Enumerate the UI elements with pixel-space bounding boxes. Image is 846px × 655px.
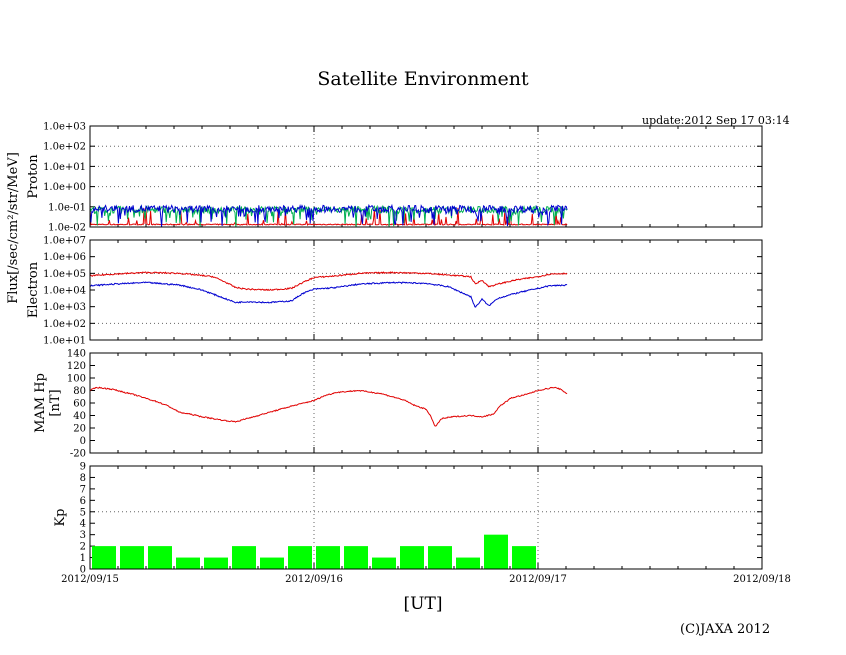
series-hp bbox=[89, 386, 568, 427]
panel-electron: 1.0e+01 1.0e+02 1.0e+03 1.0e+04 1.0e+05 1.0e+… bbox=[26, 236, 763, 347]
y-tick-label: 5 bbox=[80, 507, 86, 518]
y-tick-label: 1.0e+01 bbox=[43, 336, 86, 347]
y-axis-label: Proton bbox=[26, 154, 41, 199]
kp-bar bbox=[204, 557, 228, 569]
flux-axis-label: Flux[/sec/cm²/str/MeV] bbox=[6, 152, 21, 304]
y-tick-label: 1.0e+05 bbox=[43, 269, 86, 280]
kp-bar bbox=[456, 557, 480, 569]
y-tick-label: 0 bbox=[80, 436, 86, 447]
kp-bar bbox=[316, 546, 340, 569]
panel-frame bbox=[89, 465, 763, 570]
series-proton-high bbox=[89, 207, 568, 226]
y-tick-label: 0 bbox=[80, 565, 86, 576]
y-tick-label: 1.0e+01 bbox=[43, 162, 86, 173]
y-tick-label: 1.0e+02 bbox=[43, 319, 86, 330]
y-tick-label: 1.0e+03 bbox=[43, 302, 86, 313]
copyright: (C)JAXA 2012 bbox=[680, 622, 771, 637]
kp-bar bbox=[176, 557, 200, 569]
y-tick-label: 1.0e+02 bbox=[43, 142, 86, 153]
y-axis-label: Kp bbox=[53, 508, 68, 526]
y-tick-label: 6 bbox=[80, 496, 86, 507]
y-tick-label: 140 bbox=[67, 349, 86, 360]
y-axis-label-unit: [nT] bbox=[48, 389, 63, 416]
y-tick-label: 1.0e+00 bbox=[43, 182, 86, 193]
kp-bar bbox=[344, 546, 368, 569]
kp-bar bbox=[400, 546, 424, 569]
x-axis-label: [UT] bbox=[403, 594, 443, 614]
y-tick-label: 3 bbox=[80, 530, 86, 541]
y-tick-label: 1.0e+07 bbox=[43, 236, 86, 247]
y-axis-label: MAM Hp bbox=[33, 373, 48, 433]
y-tick-label: 80 bbox=[73, 386, 86, 397]
kp-bar bbox=[120, 546, 144, 569]
kp-bar bbox=[232, 546, 256, 569]
y-tick-label: 2 bbox=[80, 542, 86, 553]
y-tick-label: 20 bbox=[73, 424, 86, 435]
x-tick-label: 2012/09/15 bbox=[61, 574, 119, 585]
y-tick-label: 60 bbox=[73, 399, 86, 410]
y-tick-label: 120 bbox=[67, 361, 86, 372]
y-tick-label: 1.0e+06 bbox=[43, 252, 86, 263]
y-tick-label: 1.0e+04 bbox=[43, 286, 86, 297]
series-electron-high-energy bbox=[89, 281, 568, 308]
y-tick-label: 40 bbox=[73, 411, 86, 422]
series-proton-low bbox=[89, 203, 568, 228]
y-tick-label: 1.0e-02 bbox=[48, 223, 86, 234]
kp-bar bbox=[92, 546, 116, 569]
y-tick-label: 9 bbox=[80, 462, 86, 473]
kp-bar bbox=[260, 557, 284, 569]
x-tick-label: 2012/09/17 bbox=[509, 574, 567, 585]
kp-bar bbox=[148, 546, 172, 569]
y-tick-label: 100 bbox=[67, 374, 86, 385]
series-electron-low-energy bbox=[89, 271, 568, 292]
chart-title: Satellite Environment bbox=[317, 68, 529, 90]
kp-bar bbox=[512, 546, 536, 569]
panel-frame bbox=[89, 239, 763, 341]
kp-bar bbox=[484, 534, 508, 569]
kp-bar bbox=[372, 557, 396, 569]
y-axis-label: Electron bbox=[26, 261, 41, 318]
panel-proton: 1.0e-02 1.0e-01 1.0e+00 1.0e+01 1.0e+02 1.0e+… bbox=[26, 122, 763, 234]
kp-bar bbox=[428, 546, 452, 569]
x-tick-label: 2012/09/18 bbox=[733, 574, 791, 585]
update-timestamp: update:2012 Sep 17 03:14 bbox=[642, 114, 790, 127]
y-tick-label: 1.0e-01 bbox=[48, 202, 86, 213]
y-tick-label: 4 bbox=[80, 519, 86, 530]
y-tick-label: 1.0e+03 bbox=[43, 122, 86, 133]
y-tick-label: 8 bbox=[80, 473, 86, 484]
y-tick-label: 1 bbox=[80, 553, 86, 564]
kp-bar bbox=[288, 546, 312, 569]
y-tick-label: 7 bbox=[80, 484, 86, 495]
panel-frame bbox=[89, 352, 763, 454]
y-tick-label: -20 bbox=[70, 449, 86, 460]
x-tick-label: 2012/09/16 bbox=[285, 574, 343, 585]
panel-frame bbox=[89, 125, 763, 228]
